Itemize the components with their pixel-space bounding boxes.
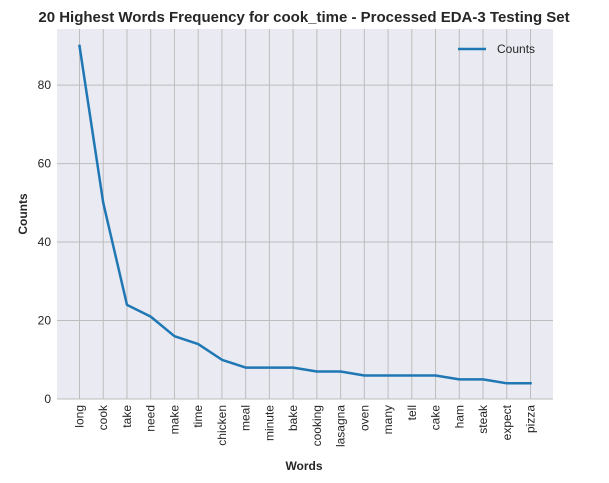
x-tick-label-meal: meal — [239, 405, 253, 431]
x-tick-label-oven: oven — [357, 405, 371, 431]
x-tick-label-long: long — [73, 405, 87, 428]
y-tick-label-1: 20 — [38, 314, 52, 328]
series-line-counts — [78, 44, 532, 385]
x-tick-label-cook: cook — [96, 404, 110, 430]
x-tick-label-bake: bake — [286, 405, 300, 431]
y-tick-label-3: 60 — [38, 157, 52, 171]
x-tick-label-minute: minute — [262, 405, 276, 441]
grid-lines — [57, 29, 553, 400]
y-tick-label-4: 80 — [38, 78, 52, 92]
x-tick-label-need: need — [144, 405, 158, 432]
legend-label-counts: Counts — [497, 42, 535, 56]
legend: Counts — [458, 42, 535, 56]
x-tick-label-cake: cake — [429, 405, 443, 431]
x-tick-label-tell: tell — [405, 405, 419, 420]
x-tick-label-many: many — [381, 405, 395, 434]
x-tick-label-expect: expect — [500, 404, 514, 440]
chart-title: 20 Highest Words Frequency for cook_time… — [38, 9, 569, 26]
x-tick-label-pizza: pizza — [524, 405, 538, 433]
x-tick-label-make: make — [167, 405, 181, 435]
x-tick-label-ham: ham — [452, 405, 466, 428]
x-tick-label-chicken: chicken — [215, 405, 229, 446]
plot-area — [57, 29, 553, 399]
y-axis-label: Counts — [16, 193, 30, 235]
x-axis-label: Words — [285, 459, 322, 473]
x-tick-label-time: time — [191, 405, 205, 428]
x-tick-label-steak: steak — [476, 404, 490, 434]
series-layer — [78, 44, 532, 385]
x-tick-labels: long cook take need make time chicken meal minut… — [73, 404, 538, 447]
y-tick-label-0: 0 — [44, 392, 51, 406]
y-tick-label-2: 40 — [38, 235, 52, 249]
x-tick-label-lasagna: lasagna — [334, 405, 348, 447]
x-tick-label-take: take — [120, 405, 134, 428]
x-tick-label-cooking: cooking — [310, 405, 324, 446]
y-tick-labels: 0 20 40 60 80 — [38, 78, 52, 406]
